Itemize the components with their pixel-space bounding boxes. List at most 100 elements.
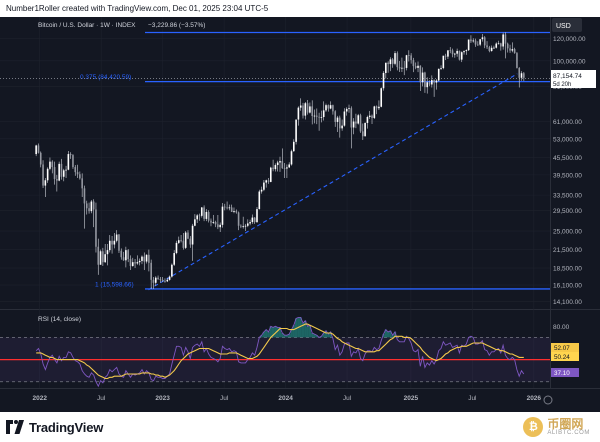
candle-body: [506, 43, 509, 49]
rsi-overbought-fill: [315, 335, 318, 338]
candle-body: [141, 256, 143, 261]
rsi-overbought-fill: [274, 326, 277, 338]
candle-body: [143, 256, 146, 262]
rsi-tag-bg: [551, 368, 579, 377]
candle-body: [85, 203, 88, 209]
candle-body: [196, 215, 198, 220]
tradingview-logo[interactable]: TradingView: [6, 418, 103, 436]
candle-body: [424, 72, 426, 88]
tradingview-logo-icon: [6, 420, 24, 434]
currency-box[interactable]: USD: [552, 18, 582, 32]
candle-body: [56, 178, 58, 181]
candle-body: [490, 47, 493, 52]
rsi-overbought-fill: [308, 325, 312, 338]
currency-label: USD: [556, 23, 571, 30]
candle-body: [191, 225, 194, 245]
candle-body: [269, 167, 272, 182]
candle-body: [322, 110, 325, 117]
candle-body: [161, 279, 164, 281]
settings-gear-icon[interactable]: [543, 395, 553, 405]
candle-body: [504, 34, 507, 44]
rsi-overbought-fill: [384, 329, 387, 338]
candle-body: [230, 207, 233, 212]
price-axis[interactable]: 120,000.00100,000.0081,000.0061,000.0053…: [553, 36, 586, 331]
rsi-overbought-fill: [260, 335, 263, 338]
candle-body: [49, 161, 51, 169]
rsi-overbought-fill: [313, 334, 316, 338]
candle-body: [454, 53, 456, 55]
grid-layer: [0, 17, 550, 388]
candle-body: [396, 53, 399, 68]
candle-body: [403, 67, 406, 69]
candle-body: [274, 165, 277, 170]
rsi-overbought-fill: [389, 330, 392, 338]
rsi-overbought-fill: [301, 322, 305, 338]
rsi-overbought-fill: [306, 326, 309, 338]
watermark-url: ALIBTC.COM: [547, 430, 590, 436]
candle-body: [391, 59, 394, 64]
candle-body: [433, 80, 435, 83]
candle-body: [260, 189, 263, 192]
candle-body: [67, 154, 70, 170]
candle-body: [412, 60, 415, 67]
candle-body: [297, 107, 300, 120]
candle-body: [120, 250, 123, 258]
candle-body: [440, 68, 442, 69]
candle-body: [467, 39, 470, 51]
candle-body: [320, 116, 323, 118]
candle-body: [495, 43, 498, 48]
candle-body: [290, 151, 293, 165]
price-tick-label: 100,000.00: [553, 58, 586, 65]
fib-level-label: 0.375 (84,420.59): [80, 74, 131, 81]
candle-body: [37, 145, 40, 153]
candle-body: [127, 250, 129, 260]
rsi-overbought-fill: [288, 334, 291, 338]
candle-body: [483, 37, 486, 46]
candle-body: [299, 105, 302, 108]
rsi-overbought-fill: [311, 332, 314, 338]
time-axis[interactable]: 2022 Jul 2023 Jul 2024 Jul 2025 Jul 2026: [32, 395, 541, 402]
candle-body: [426, 82, 429, 88]
rsi-mid-tag: 50.24: [554, 354, 570, 361]
rsi-ma-line: [36, 323, 524, 380]
candle-body: [497, 43, 500, 45]
candle-body: [95, 209, 97, 247]
candle-body: [516, 53, 518, 68]
legend-rsi: RSI (14, close): [38, 316, 81, 323]
candle-body: [410, 55, 412, 61]
candle-body: [309, 106, 311, 113]
rsi-overbought-fill: [278, 327, 282, 338]
price-tick-label: 61,000.00: [553, 119, 582, 126]
candle-body: [315, 115, 318, 117]
candle-body: [214, 222, 217, 225]
candle-body: [35, 145, 37, 155]
chart[interactable]: 0.375 (84,420.59) 1 (15,598.66) 120,000.0…: [0, 17, 600, 412]
candle-body: [414, 66, 417, 68]
attribution-text: Number1Roller created with TradingView.c…: [6, 4, 269, 13]
candle-body: [129, 259, 132, 267]
candle-body: [352, 121, 355, 128]
candle-body: [233, 211, 235, 212]
chart-settings-icon[interactable]: [543, 395, 553, 405]
candle-body: [177, 240, 180, 243]
candle-body: [76, 172, 79, 175]
candle-body: [435, 80, 438, 83]
candle-body: [106, 250, 109, 255]
rsi-overbought-fill: [322, 332, 325, 338]
price-tick-label: 33,500.00: [553, 193, 582, 200]
candle-body: [159, 279, 162, 280]
fib-level-label: 1 (15,598.66): [95, 281, 134, 288]
candle-body: [463, 51, 465, 53]
candle-body: [502, 34, 504, 47]
candle-body: [327, 105, 330, 109]
candle-body: [279, 161, 281, 163]
candle-body: [341, 125, 343, 129]
candle-body: [387, 62, 389, 65]
candle-body: [325, 105, 327, 111]
last-price-countdown: 5d 20h: [553, 82, 571, 88]
candle-body: [276, 162, 279, 166]
rsi-overbought-fill: [329, 331, 332, 338]
price-tick-label: 29,500.00: [553, 208, 582, 215]
candle-body: [226, 207, 228, 209]
candle-body: [509, 48, 511, 51]
